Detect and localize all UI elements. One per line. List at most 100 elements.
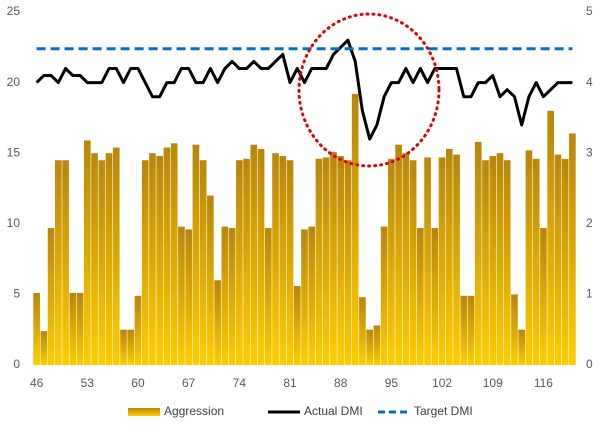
- bar: [178, 226, 185, 365]
- bar: [170, 143, 178, 365]
- x-tick-label: 116: [534, 376, 553, 390]
- bar: [431, 228, 439, 365]
- legend-label: Actual DMI: [304, 404, 363, 418]
- x-tick-label: 74: [233, 376, 247, 390]
- bar: [279, 156, 287, 365]
- bar: [525, 150, 533, 365]
- y-tick-label: 20: [7, 75, 21, 89]
- bar: [120, 329, 127, 365]
- bar: [301, 229, 308, 365]
- bar: [322, 157, 330, 365]
- y-tick-label: 25: [7, 4, 21, 18]
- bar: [561, 158, 569, 365]
- bar: [351, 93, 359, 366]
- x-tick-label: 60: [131, 376, 145, 390]
- bar: [207, 195, 214, 365]
- bar: [417, 228, 424, 365]
- line: [35, 38, 573, 141]
- bar: [221, 226, 229, 365]
- bar: [228, 228, 236, 365]
- bar: [388, 158, 395, 365]
- bar: [547, 110, 554, 365]
- bar: [496, 153, 504, 365]
- y2-tick-label: 0: [586, 357, 593, 371]
- x-tick-label: 102: [432, 376, 452, 390]
- y-tick-label: 10: [7, 216, 21, 230]
- bar: [489, 156, 497, 365]
- bar: [366, 329, 373, 365]
- bar: [532, 158, 540, 365]
- bar: [55, 160, 62, 365]
- bar: [445, 148, 453, 365]
- bar: [395, 144, 402, 365]
- bar: [47, 228, 55, 365]
- bar: [286, 160, 294, 365]
- bar: [424, 157, 431, 365]
- bar: [344, 160, 352, 365]
- bar: [105, 153, 113, 365]
- x-tick-label: 67: [182, 376, 196, 390]
- bar: [192, 144, 200, 365]
- bar: [474, 141, 482, 365]
- bar: [98, 160, 106, 365]
- bar: [156, 156, 164, 365]
- bar: [91, 153, 98, 365]
- bar: [141, 160, 149, 365]
- highlight-circle: [297, 12, 441, 168]
- bar: [402, 153, 410, 365]
- bar: [453, 154, 460, 365]
- y2-tick-label: 2: [586, 216, 593, 230]
- x-tick-label: 88: [334, 376, 348, 390]
- x-tick-label: 95: [385, 376, 399, 390]
- bar: [293, 285, 301, 365]
- bar: [330, 151, 337, 365]
- bar: [503, 160, 511, 365]
- y-tick-label: 0: [13, 357, 20, 371]
- bar: [518, 329, 526, 365]
- bar: [83, 140, 91, 365]
- bar: [163, 147, 171, 365]
- bar: [438, 157, 446, 365]
- bar: [315, 158, 323, 365]
- bar: [272, 153, 279, 365]
- bar: [264, 228, 272, 365]
- x-tick-label: 109: [483, 376, 503, 390]
- bar: [359, 297, 366, 365]
- bar: [380, 226, 388, 365]
- bar: [482, 160, 489, 365]
- y-tick-label: 5: [13, 287, 20, 301]
- y-tick-label: 15: [7, 145, 21, 159]
- x-tick-label: 81: [283, 376, 297, 390]
- legend-label: Target DMI: [414, 404, 473, 418]
- y2-tick-label: 1: [586, 287, 593, 301]
- legend-swatch: [128, 408, 160, 416]
- x-tick-label: 46: [30, 376, 44, 390]
- bar: [134, 295, 142, 365]
- y2-tick-label: 5: [586, 4, 593, 18]
- bar: [199, 160, 207, 365]
- bar: [149, 153, 156, 365]
- bar: [308, 226, 316, 365]
- bar: [127, 329, 135, 365]
- bar: [250, 144, 258, 365]
- bar: [243, 158, 250, 365]
- bar: [185, 229, 192, 365]
- y2-tick-label: 4: [586, 75, 593, 89]
- bar: [460, 295, 468, 365]
- legend-label: Aggression: [164, 404, 224, 418]
- bar: [540, 228, 547, 365]
- bar: [112, 147, 120, 365]
- bar: [33, 292, 40, 365]
- bar: [69, 292, 77, 365]
- bar: [236, 160, 243, 365]
- bar: [76, 292, 84, 365]
- bar: [569, 133, 576, 365]
- bar: [257, 148, 265, 365]
- bar: [373, 325, 381, 365]
- bar: [337, 156, 345, 365]
- y2-tick-label: 3: [586, 145, 593, 159]
- x-tick-label: 53: [81, 376, 95, 390]
- bar: [40, 331, 48, 365]
- bar: [62, 160, 69, 365]
